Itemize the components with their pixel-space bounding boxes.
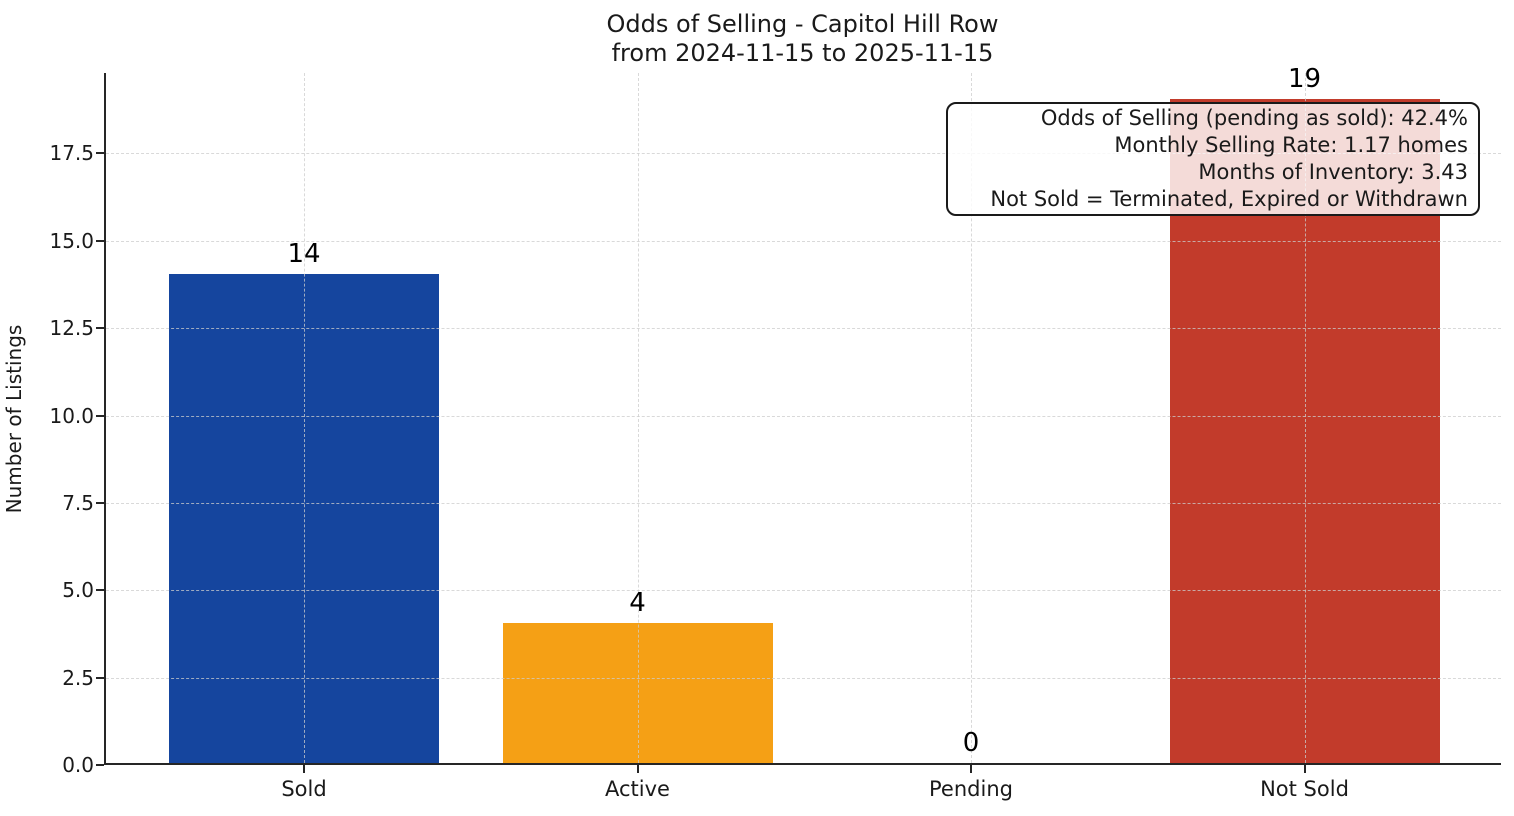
annotation-line: Months of Inventory: 3.43 (1198, 160, 1468, 184)
y-tick-label: 5.0 (62, 578, 94, 603)
horizontal-gridline (106, 153, 1501, 155)
x-tick-mark (970, 765, 972, 773)
x-tick-label: Sold (281, 777, 327, 801)
horizontal-gridline (106, 415, 1501, 417)
chart-subtitle: from 2024-11-15 to 2025-11-15 (611, 39, 994, 67)
annotation-line: Odds of Selling (pending as sold): 42.4% (1040, 106, 1468, 130)
chart-title-block: Odds of Selling - Capitol Hill Row from … (104, 10, 1501, 68)
horizontal-gridline (106, 590, 1501, 592)
x-tick-label: Pending (929, 777, 1013, 801)
x-tick-mark (636, 765, 639, 773)
horizontal-gridline (106, 328, 1501, 330)
horizontal-gridline (106, 240, 1501, 242)
x-tick-label: Active (605, 777, 670, 801)
plot-area: 0.0 2.5 5.0 7.5 10.0 12.5 15.0 17.5 14 Sold 4 Activ… (49, 64, 1501, 801)
vertical-gridline (637, 73, 639, 763)
horizontal-gridline (106, 502, 1501, 504)
y-tick-mark (96, 414, 104, 417)
annotation-line: Monthly Selling Rate: 1.17 homes (1114, 133, 1468, 157)
y-tick-label: 15.0 (49, 228, 94, 253)
horizontal-gridline (106, 677, 1501, 679)
x-tick-mark (1303, 765, 1306, 773)
y-tick-label: 2.5 (62, 665, 94, 690)
y-tick-label: 17.5 (49, 141, 94, 166)
vertical-gridline (304, 73, 305, 763)
x-tick-label: Not Sold (1260, 777, 1349, 801)
y-tick-mark (96, 239, 104, 242)
y-tick-mark (96, 501, 104, 504)
y-tick-mark (96, 764, 104, 766)
annotation-line: Not Sold = Terminated, Expired or Withdr… (990, 187, 1468, 211)
y-tick-label: 10.0 (49, 403, 94, 428)
y-tick-mark (96, 327, 104, 330)
bar-value-label: 0 (962, 728, 980, 758)
bar-value-label: 14 (287, 238, 321, 269)
y-tick-label: 0.0 (62, 753, 94, 777)
y-tick-mark (96, 152, 104, 155)
x-tick-mark (303, 765, 305, 773)
y-axis-label: Number of Listings (2, 324, 26, 514)
bar-value-label: 4 (629, 588, 646, 619)
chart-title: Odds of Selling - Capitol Hill Row (606, 10, 999, 38)
y-tick-label: 7.5 (62, 490, 94, 515)
vertical-gridline (971, 73, 972, 763)
bar-value-label: 19 (1287, 63, 1322, 94)
y-tick-mark (96, 589, 104, 592)
vertical-gridline (1304, 73, 1306, 763)
y-tick-label: 12.5 (49, 316, 94, 341)
annotation-box: Odds of Selling (pending as sold): 42.4%… (946, 102, 1480, 216)
y-tick-mark (96, 676, 104, 679)
